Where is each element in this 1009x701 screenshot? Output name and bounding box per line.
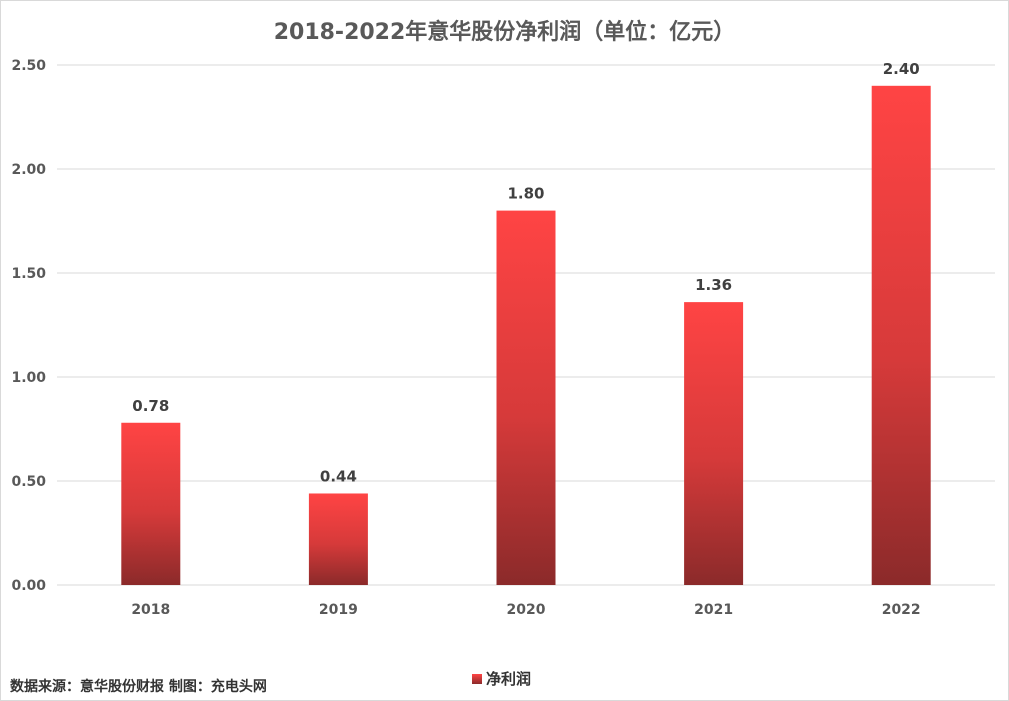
bar: [871, 85, 931, 586]
y-tick-label: 2.00: [11, 162, 46, 178]
data-label: 2.40: [883, 60, 920, 78]
x-tick-label: 2022: [882, 602, 921, 618]
x-tick-label: 2019: [319, 602, 358, 618]
data-label: 1.36: [695, 276, 732, 294]
y-tick-label: 0.00: [11, 578, 46, 594]
bars: [121, 85, 931, 586]
legend-swatch: [472, 673, 482, 684]
x-tick-label: 2018: [131, 602, 170, 618]
y-tick-label: 2.50: [11, 58, 46, 74]
y-tick-label: 0.50: [11, 474, 46, 490]
x-axis: 2018 2019 2020 2021 2022: [131, 602, 920, 618]
source-note: 数据来源：意华股份财报 制图：充电头网: [10, 679, 267, 695]
legend-label: 净利润: [486, 670, 532, 688]
data-label: 0.44: [320, 467, 357, 485]
bar: [496, 210, 556, 585]
y-tick-label: 1.00: [11, 370, 46, 386]
data-label: 1.80: [507, 185, 544, 203]
data-label: 0.78: [132, 397, 169, 415]
legend: 净利润: [472, 668, 531, 689]
y-axis: 0.00 0.50 1.00 1.50 2.00 2.50: [11, 58, 46, 594]
x-tick-label: 2020: [507, 602, 546, 618]
y-tick-label: 1.50: [11, 266, 46, 282]
bar: [121, 422, 181, 585]
x-tick-label: 2021: [694, 602, 733, 618]
chart-title: 2018-2022年意华股份净利润（单位：亿元）: [273, 20, 736, 45]
data-labels: 0.78 0.44 1.80 1.36 2.40: [132, 60, 919, 486]
bar: [684, 302, 744, 585]
bar: [308, 493, 368, 585]
